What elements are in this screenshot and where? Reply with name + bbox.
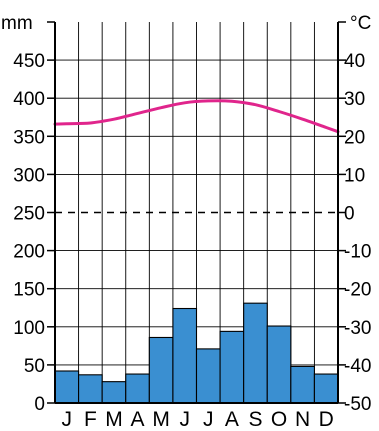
month-label: J bbox=[203, 408, 214, 431]
precipitation-bar bbox=[125, 373, 150, 404]
right-axis-ticks: -50 -40 -30 -20 -10 0 10 20 30 40 bbox=[338, 51, 371, 415]
month-label: N bbox=[295, 408, 310, 431]
precipitation-bar bbox=[290, 365, 315, 404]
right-tick-label: 40 bbox=[344, 51, 365, 72]
right-tick-label: -40 bbox=[344, 356, 371, 377]
temperature-line bbox=[53, 99, 340, 134]
right-tick-label: 30 bbox=[344, 89, 365, 110]
right-tick-label: 0 bbox=[344, 204, 355, 225]
left-tick-label: 150 bbox=[13, 280, 45, 301]
left-tick-label: 50 bbox=[24, 356, 45, 377]
left-tick-label: 400 bbox=[13, 89, 45, 110]
month-label: A bbox=[131, 408, 145, 431]
left-tick-label: 0 bbox=[34, 394, 45, 415]
left-axis-ticks: 0 50 100 150 200 250 300 350 400 450 bbox=[13, 51, 55, 415]
month-label: M bbox=[152, 408, 170, 431]
precipitation-bars bbox=[54, 302, 339, 404]
precipitation-bar bbox=[101, 381, 127, 404]
precipitation-bar bbox=[313, 373, 339, 404]
right-tick-label: -50 bbox=[344, 394, 371, 415]
month-label: A bbox=[225, 408, 239, 431]
left-tick-label: 250 bbox=[13, 204, 45, 225]
precipitation-bar bbox=[195, 348, 221, 404]
temperature-line-group bbox=[53, 99, 340, 134]
left-tick-label: 450 bbox=[13, 51, 45, 72]
right-tick-label: -30 bbox=[344, 318, 371, 339]
precipitation-bar bbox=[266, 325, 292, 404]
right-tick-label: -10 bbox=[344, 242, 371, 263]
left-tick-label: 100 bbox=[13, 318, 45, 339]
month-label: O bbox=[271, 408, 287, 431]
precipitation-bar bbox=[148, 336, 174, 404]
right-axis-unit: °C bbox=[350, 13, 371, 34]
month-label: M bbox=[105, 408, 123, 431]
precipitation-bar bbox=[54, 370, 80, 404]
precipitation-bar bbox=[78, 374, 103, 404]
month-label: S bbox=[248, 408, 262, 431]
precipitation-bar bbox=[243, 302, 268, 404]
left-tick-label: 200 bbox=[13, 242, 45, 263]
right-tick-label: 20 bbox=[344, 127, 365, 148]
left-tick-label: 300 bbox=[13, 165, 45, 186]
left-tick-label: 350 bbox=[13, 127, 45, 148]
month-label: D bbox=[319, 408, 334, 431]
right-tick-label: -20 bbox=[344, 280, 371, 301]
month-label: J bbox=[179, 408, 190, 431]
precipitation-bar bbox=[219, 330, 245, 404]
left-axis-unit: mm bbox=[1, 13, 33, 34]
precipitation-bar bbox=[172, 307, 198, 404]
right-tick-label: 10 bbox=[344, 165, 365, 186]
month-label: F bbox=[84, 408, 97, 431]
month-label: J bbox=[62, 408, 73, 431]
